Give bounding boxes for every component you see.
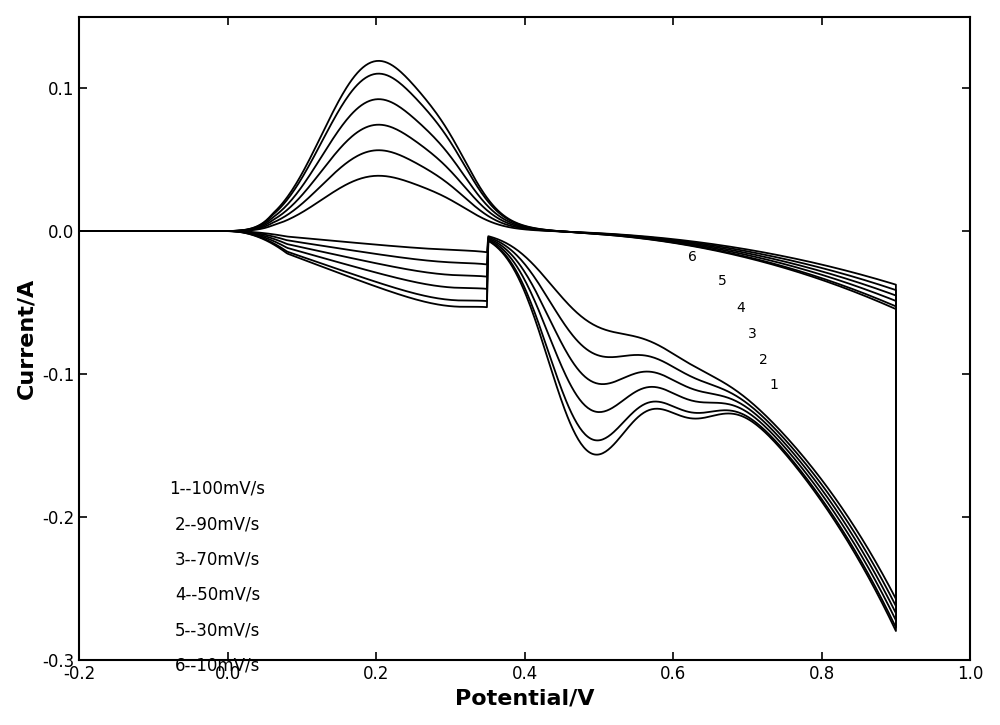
X-axis label: Potential/V: Potential/V: [455, 688, 594, 708]
Text: 4: 4: [736, 302, 745, 315]
Y-axis label: Current/A: Current/A: [17, 278, 37, 399]
Text: 1: 1: [770, 378, 779, 392]
Text: 3: 3: [747, 327, 756, 341]
Text: 6--10mV/s: 6--10mV/s: [175, 657, 260, 675]
Text: 5: 5: [718, 274, 726, 288]
Text: 1--100mV/s: 1--100mV/s: [169, 480, 265, 498]
Text: 4--50mV/s: 4--50mV/s: [175, 586, 260, 604]
Text: 2: 2: [759, 353, 767, 367]
Text: 3--70mV/s: 3--70mV/s: [175, 550, 260, 568]
Text: 6: 6: [688, 250, 697, 264]
Text: 2--90mV/s: 2--90mV/s: [175, 515, 260, 533]
Text: 5--30mV/s: 5--30mV/s: [175, 621, 260, 639]
